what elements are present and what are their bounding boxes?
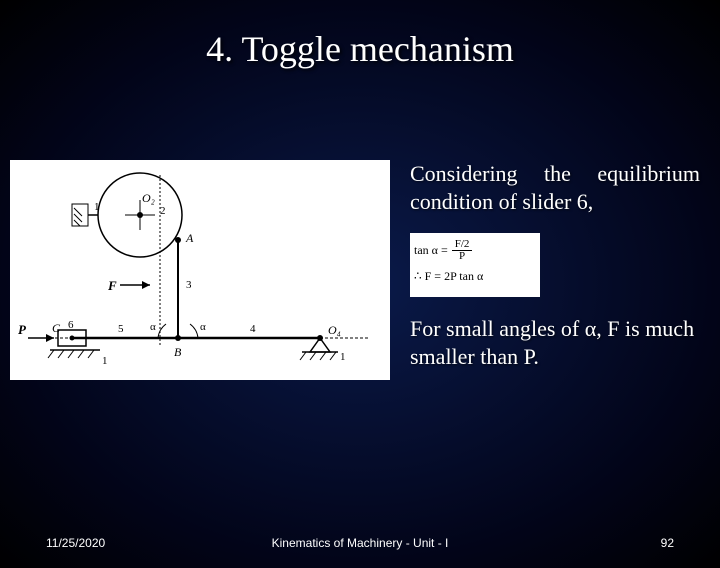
label-o2: O₂ <box>142 191 155 205</box>
footer-date: 11/25/2020 <box>46 536 105 550</box>
label-1c: 1 <box>102 355 108 367</box>
formula-box: tan α = F/2 P ∴ F = 2P tan α <box>410 233 540 297</box>
label-3: 3 <box>186 279 192 291</box>
footer-center: Kinematics of Machinery - Unit - I <box>272 536 449 550</box>
label-P: P <box>18 322 27 337</box>
label-alpha-l: α <box>150 321 156 333</box>
slide-title: 4. Toggle mechanism <box>0 28 720 70</box>
text-column: Considering the equilibrium condition of… <box>410 160 700 370</box>
formula-line-1: tan α = F/2 P <box>414 239 536 262</box>
formula-denominator: P <box>456 251 468 262</box>
label-4: 4 <box>250 323 256 335</box>
label-A: A <box>185 231 194 245</box>
slide-footer: 11/25/2020 Kinematics of Machinery - Uni… <box>0 536 720 550</box>
label-1a: 1 <box>94 201 100 213</box>
label-2: 2 <box>160 205 166 217</box>
formula-lhs: tan α = <box>414 242 448 259</box>
label-B: B <box>174 345 182 359</box>
footer-page-number: 92 <box>661 536 674 550</box>
content-row: O₂ 1 2 A F 3 α α B 4 5 6 C P O₄ 1 1 Cons… <box>0 160 720 380</box>
label-6: 6 <box>68 319 74 331</box>
toggle-mechanism-diagram: O₂ 1 2 A F 3 α α B 4 5 6 C P O₄ 1 1 <box>10 160 390 380</box>
paragraph-2: For small angles of α, F is much smaller… <box>410 315 700 370</box>
label-F: F <box>107 278 117 293</box>
formula-fraction: F/2 P <box>452 239 473 262</box>
label-C: C <box>52 321 61 335</box>
label-alpha-r: α <box>200 321 206 333</box>
label-O4: O₄ <box>328 323 341 337</box>
paragraph-1: Considering the equilibrium condition of… <box>410 160 700 215</box>
formula-line-2: ∴ F = 2P tan α <box>414 268 536 285</box>
label-5: 5 <box>118 323 124 335</box>
label-1b: 1 <box>340 351 346 363</box>
